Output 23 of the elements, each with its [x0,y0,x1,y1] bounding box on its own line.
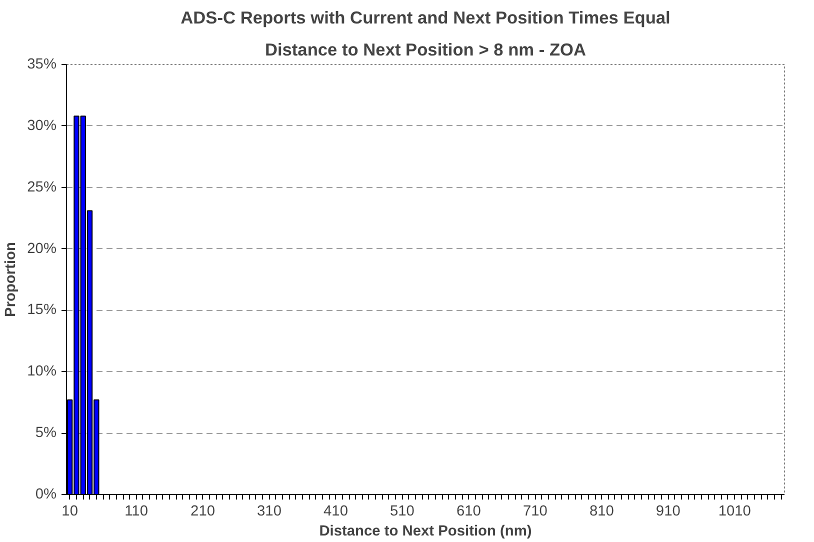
x-tick-label: 1010 [718,504,751,520]
chart-title: ADS-C Reports with Current and Next Position Times Equal [180,8,670,28]
y-tick-label: 10% [27,364,57,380]
y-tick-label: 15% [27,302,57,318]
y-tick-label: 20% [27,240,57,257]
x-tick-label: 310 [257,504,282,520]
x-tick-label: 210 [190,504,216,520]
x-axis-title: Distance to Next Position (nm) [319,524,532,540]
x-tick-label: 610 [456,504,481,520]
x-tick-label: 910 [656,504,680,520]
y-tick-label: 5% [35,425,57,442]
x-tick-label: 810 [589,504,614,520]
x-tick-label: 410 [324,504,348,520]
x-tick-label: 10 [62,504,78,520]
x-tick-label: 710 [522,504,548,520]
y-tick-label: 25% [27,179,57,196]
chart-subtitle: Distance to Next Position > 8 nm - ZOA [264,40,587,60]
x-tick-label: 110 [124,504,148,520]
y-tick-label: 35% [27,56,57,72]
x-tick-label: 510 [390,504,414,520]
y-tick-label: 30% [27,118,57,134]
y-tick-label: 0% [35,486,57,502]
y-axis-title: Proportion [3,242,20,317]
